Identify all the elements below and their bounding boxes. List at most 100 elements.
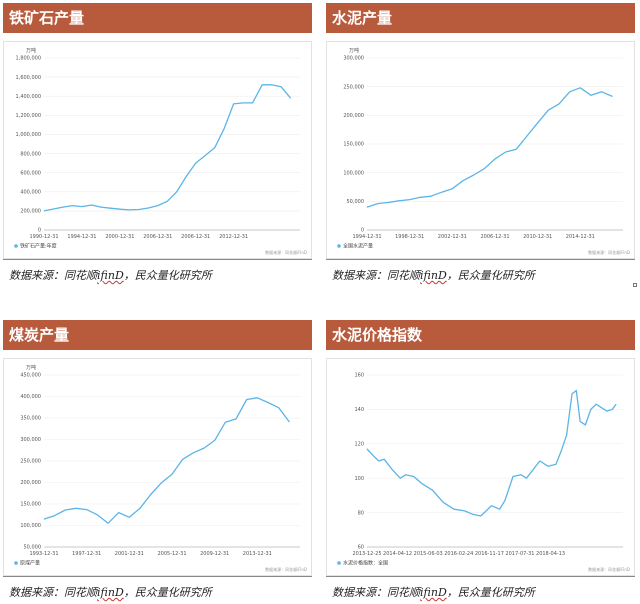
data-point: [419, 196, 421, 198]
data-point: [611, 96, 613, 97]
data-point: [569, 91, 571, 93]
data-point: [147, 207, 149, 209]
y-tick-label: 200,000: [343, 113, 364, 119]
data-point: [62, 206, 64, 208]
data-point: [278, 407, 280, 409]
source-note: 数据来源：同花顺ifinD，民众量化研究所: [3, 267, 312, 283]
iron-ore-panel: 铁矿石产量 万吨 0 200,000 400,000 600,000 800,000 1,0…: [3, 3, 312, 283]
source-suffix: ，民众量化研究所: [123, 269, 212, 282]
data-point: [204, 155, 206, 156]
cement-output-panel: 水泥产量 万吨 0 50,000 100,000 150,000 200,000 250,0…: [326, 3, 635, 283]
data-point: [72, 205, 73, 207]
coal-output-chart: 万吨 50,000 100,000 150,000 200,000 250,000 300,…: [3, 358, 312, 576]
source-suffix: ，民众量化研究所: [446, 269, 535, 282]
data-point: [214, 147, 216, 149]
source-note: 数据来源：同花顺ifinD，民众量化研究所: [326, 267, 635, 283]
data-point: [366, 448, 368, 450]
divider: [3, 576, 312, 577]
y-tick-label: 250,000: [343, 84, 364, 90]
x-tick-label: 2016-11-17: [475, 551, 504, 557]
x-tick-label: 2005-12-31: [157, 551, 186, 557]
cement-price-chart: 60 80 100 120 140 160 2013-12-25 2014-04-12 2015…: [326, 358, 635, 576]
data-point: [575, 390, 577, 391]
resize-handle[interactable]: [633, 283, 637, 287]
divider: [326, 576, 635, 577]
data-point: [377, 203, 379, 205]
y-tick-label: 1,400,000: [16, 94, 41, 100]
x-tick-label: 2014-12-31: [566, 234, 595, 240]
y-tick-label: 100: [354, 476, 364, 482]
data-point: [499, 508, 500, 510]
data-point: [256, 397, 258, 399]
data-point: [453, 508, 455, 510]
chart-source-note: 数据来源：同花顺iFinD: [588, 249, 630, 255]
legend-label: 全国水泥产量: [343, 243, 373, 250]
x-tick-label: 2018-04-13: [536, 551, 565, 557]
y-tick-label: 1,600,000: [16, 75, 41, 81]
data-point: [421, 482, 423, 484]
data-point: [246, 399, 248, 400]
y-tick-label: 250,000: [20, 459, 41, 465]
data-point: [494, 158, 496, 160]
data-point: [53, 208, 54, 210]
data-point: [280, 86, 282, 88]
series-line: [43, 397, 290, 524]
y-tick-label: 1,200,000: [16, 113, 41, 119]
data-point: [91, 204, 92, 206]
data-point: [233, 103, 235, 105]
y-tick-label: 60: [358, 545, 364, 551]
data-point: [585, 424, 586, 426]
data-point: [558, 103, 560, 105]
data-point: [611, 409, 613, 410]
data-point: [214, 439, 216, 441]
data-point: [451, 188, 453, 190]
data-point: [128, 516, 130, 518]
cement-output-chart: 万吨 0 50,000 100,000 150,000 200,000 250,000 300…: [326, 41, 635, 259]
y-tick-label: 80: [358, 510, 364, 516]
x-tick-label: 2017-07-31: [505, 551, 534, 557]
data-point: [150, 494, 152, 495]
y-tick-label: 0: [38, 228, 41, 234]
data-point: [252, 102, 253, 104]
x-tick-label: 1990-12-31: [29, 234, 58, 240]
data-point: [43, 210, 45, 212]
data-point: [442, 501, 444, 503]
data-point: [579, 421, 581, 422]
y-tick-label: 300,000: [20, 437, 41, 443]
data-point: [54, 515, 56, 517]
x-tick-label: 2009-12-31: [200, 551, 229, 557]
x-tick-label: 1994-12-31: [352, 234, 381, 240]
legend-marker: [14, 561, 18, 565]
data-point: [590, 409, 592, 410]
x-tick-label: 2012-12-31: [219, 234, 248, 240]
x-tick-label: 1997-12-31: [72, 551, 101, 557]
series-line: [366, 87, 613, 208]
y-tick-label: 400,000: [20, 189, 41, 195]
unit-label: 万吨: [26, 364, 36, 371]
legend-label: 水泥价格指数：全国: [343, 560, 388, 567]
y-tick-label: 400,000: [20, 394, 41, 400]
y-tick-label: 160: [354, 373, 364, 379]
data-point: [224, 421, 226, 423]
data-point: [531, 470, 533, 472]
data-point: [203, 447, 205, 449]
legend-label: 铁矿石产量:年度: [20, 243, 57, 250]
divider: [3, 259, 312, 260]
cement-output-chart-svg: 万吨 0 50,000 100,000 150,000 200,000 250,000 300…: [337, 47, 630, 255]
x-tick-label: 2006-12-31: [143, 234, 172, 240]
data-point: [271, 84, 272, 86]
data-point: [290, 97, 291, 99]
divider: [326, 259, 635, 260]
data-point: [413, 476, 415, 477]
source-suffix: ，民众量化研究所: [123, 586, 212, 599]
data-point: [75, 507, 77, 509]
x-tick-label: 2015-06-03: [414, 551, 443, 557]
panel-title: 煤炭产量: [3, 320, 312, 350]
data-point: [86, 509, 88, 510]
data-point: [378, 460, 380, 462]
y-tick-label: 50,000: [24, 545, 42, 551]
source-prefix: 数据来源：同花顺: [9, 269, 97, 282]
data-point: [96, 514, 98, 516]
data-point: [566, 434, 568, 436]
data-point: [387, 202, 389, 203]
